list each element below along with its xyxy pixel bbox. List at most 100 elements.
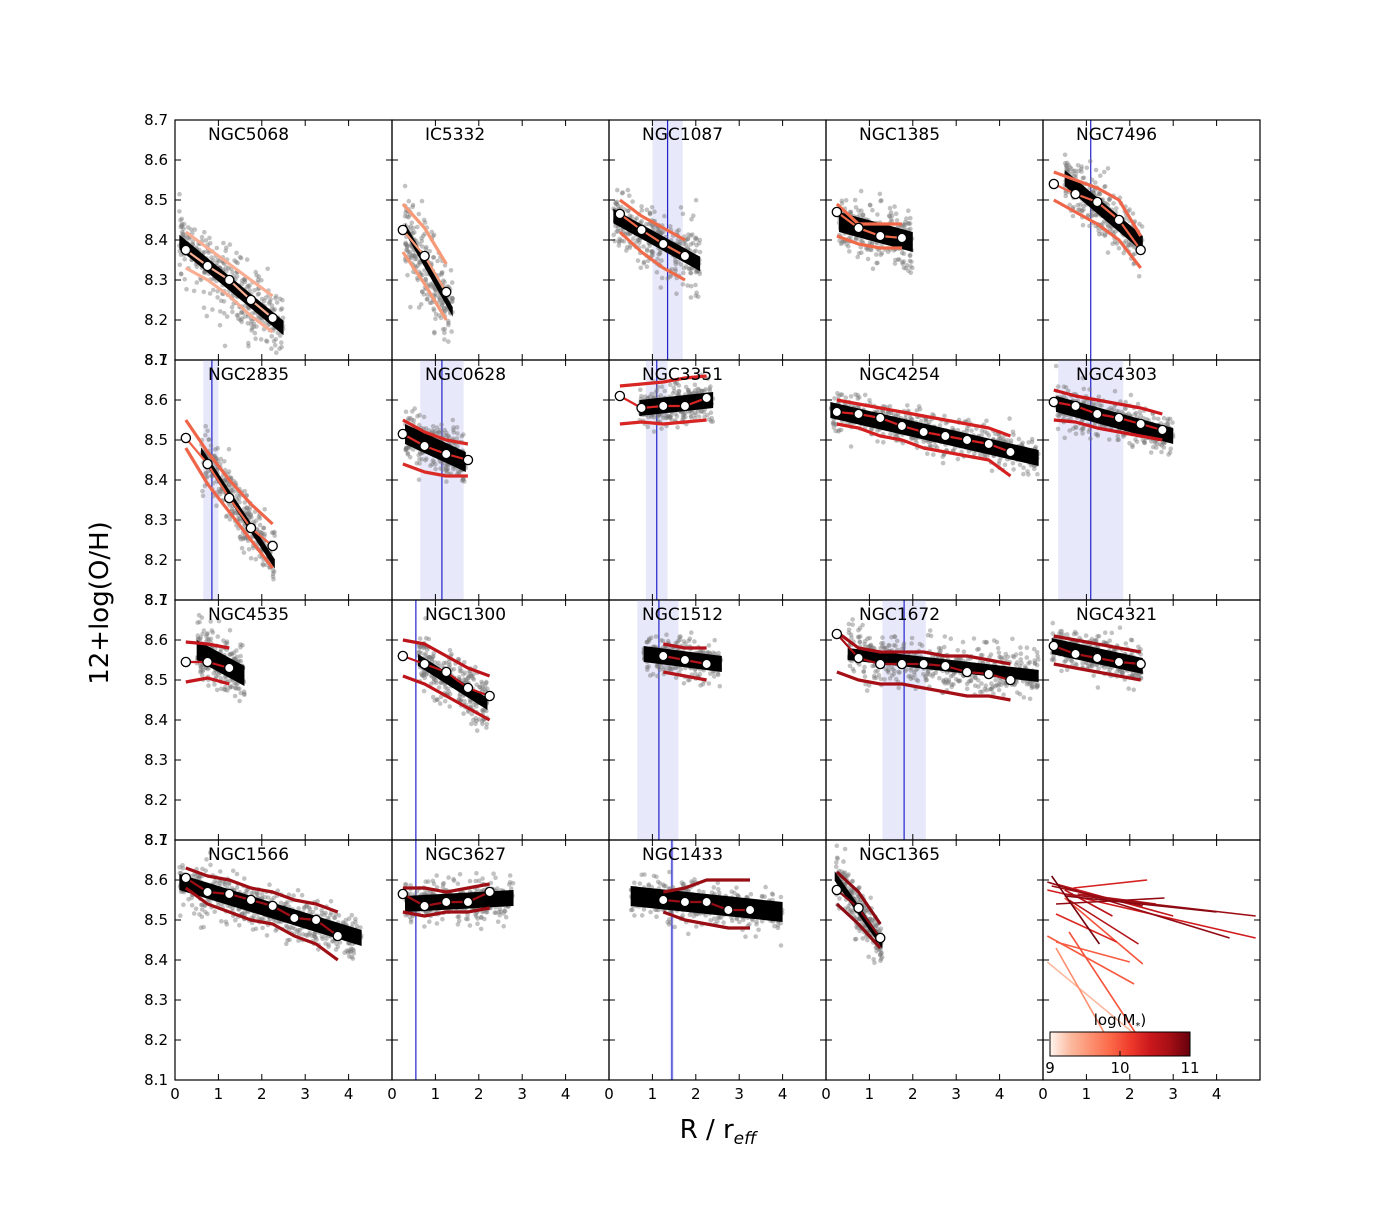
scatter-point [259, 337, 264, 342]
panel-frame [1043, 120, 1260, 360]
scatter-point [902, 251, 907, 256]
scatter-point [711, 650, 716, 655]
scatter-point [854, 205, 859, 210]
bin-median-marker [225, 663, 234, 672]
scatter-point [645, 665, 650, 670]
scatter-point [484, 680, 489, 685]
scatter-point [1094, 402, 1099, 407]
scatter-point [689, 630, 694, 635]
bin-median-marker [203, 657, 212, 666]
scatter-point [1011, 430, 1016, 435]
scatter-point [451, 296, 456, 301]
bin-median-marker [398, 429, 407, 438]
scatter-point [1159, 450, 1164, 455]
scatter-point [243, 315, 248, 320]
bin-median-marker [659, 401, 668, 410]
scatter-point [195, 280, 200, 285]
scatter-point [417, 413, 422, 418]
scatter-point [931, 452, 936, 457]
scatter-point [689, 271, 694, 276]
scatter-point [613, 200, 618, 205]
panel-title: NGC1512 [642, 605, 723, 625]
scatter-point [252, 322, 257, 327]
scatter-point [698, 250, 703, 255]
scatter-point [280, 306, 285, 311]
y-tick-label: 8.3 [144, 751, 168, 769]
scatter-point [940, 454, 945, 459]
scatter-point [716, 673, 721, 678]
scatter-point [222, 311, 227, 316]
scatter-point [905, 403, 910, 408]
scatter-point [1090, 178, 1095, 183]
scatter-point [702, 410, 707, 415]
scatter-point [184, 287, 189, 292]
scatter-point [1106, 250, 1111, 255]
panel-frame [392, 120, 609, 360]
scatter-point [433, 317, 438, 322]
bin-median-marker [854, 409, 863, 418]
bin-median-marker [876, 413, 885, 422]
scatter-point [906, 208, 911, 213]
scatter-point [450, 280, 455, 285]
scatter-point [210, 628, 215, 633]
scatter-point [928, 443, 933, 448]
scatter-point [638, 388, 643, 393]
scatter-point [909, 641, 914, 646]
scatter-point [613, 239, 618, 244]
scatter-point [659, 258, 664, 263]
scatter-point [180, 217, 185, 222]
scatter-point [420, 290, 425, 295]
scatter-point [1121, 251, 1126, 256]
scatter-point [1011, 461, 1016, 466]
scatter-point [895, 218, 900, 223]
scatter-point [660, 276, 665, 281]
scatter-point [965, 429, 970, 434]
scatter-point [410, 409, 415, 414]
bin-median-marker [442, 667, 451, 676]
bin-median-marker [203, 261, 212, 270]
scatter-point [1021, 472, 1026, 477]
scatter-point [461, 672, 466, 677]
scatter-point [417, 477, 422, 482]
scatter-point [671, 391, 676, 396]
scatter-point [679, 667, 684, 672]
scatter-point [274, 337, 279, 342]
scatter-point [887, 214, 892, 219]
scatter-point [432, 331, 437, 336]
scatter-point [202, 290, 207, 295]
scatter-point [648, 210, 653, 215]
panel-title: NGC5068 [208, 125, 289, 145]
scatter-point [892, 204, 897, 209]
scatter-point [214, 503, 219, 508]
scatter-point [649, 392, 654, 397]
scatter-point [279, 340, 284, 345]
scatter-point [679, 205, 684, 210]
scatter-point [857, 640, 862, 645]
scatter-point [437, 685, 442, 690]
scatter-point [222, 687, 227, 692]
bin-median-marker [984, 439, 993, 448]
scatter-point [431, 458, 436, 463]
bin-median-marker [702, 393, 711, 402]
scatter-point [1064, 385, 1069, 390]
scatter-point [239, 256, 244, 261]
scatter-point [689, 217, 694, 222]
scatter-point [641, 244, 646, 249]
scatter-point [625, 209, 630, 214]
scatter-point [405, 273, 410, 278]
scatter-point [419, 651, 424, 656]
scatter-point [665, 413, 670, 418]
scatter-point [984, 419, 989, 424]
y-tick-label: 8.5 [144, 191, 168, 209]
scatter-point [1063, 153, 1068, 158]
scatter-point [1113, 389, 1118, 394]
scatter-point [703, 387, 708, 392]
bin-median-marker [919, 427, 928, 436]
scatter-point [874, 252, 879, 257]
scatter-point [408, 305, 413, 310]
scatter-point [246, 507, 251, 512]
scatter-point [682, 639, 687, 644]
scatter-point [228, 628, 233, 633]
scatter-point [404, 247, 409, 252]
scatter-point [446, 323, 451, 328]
